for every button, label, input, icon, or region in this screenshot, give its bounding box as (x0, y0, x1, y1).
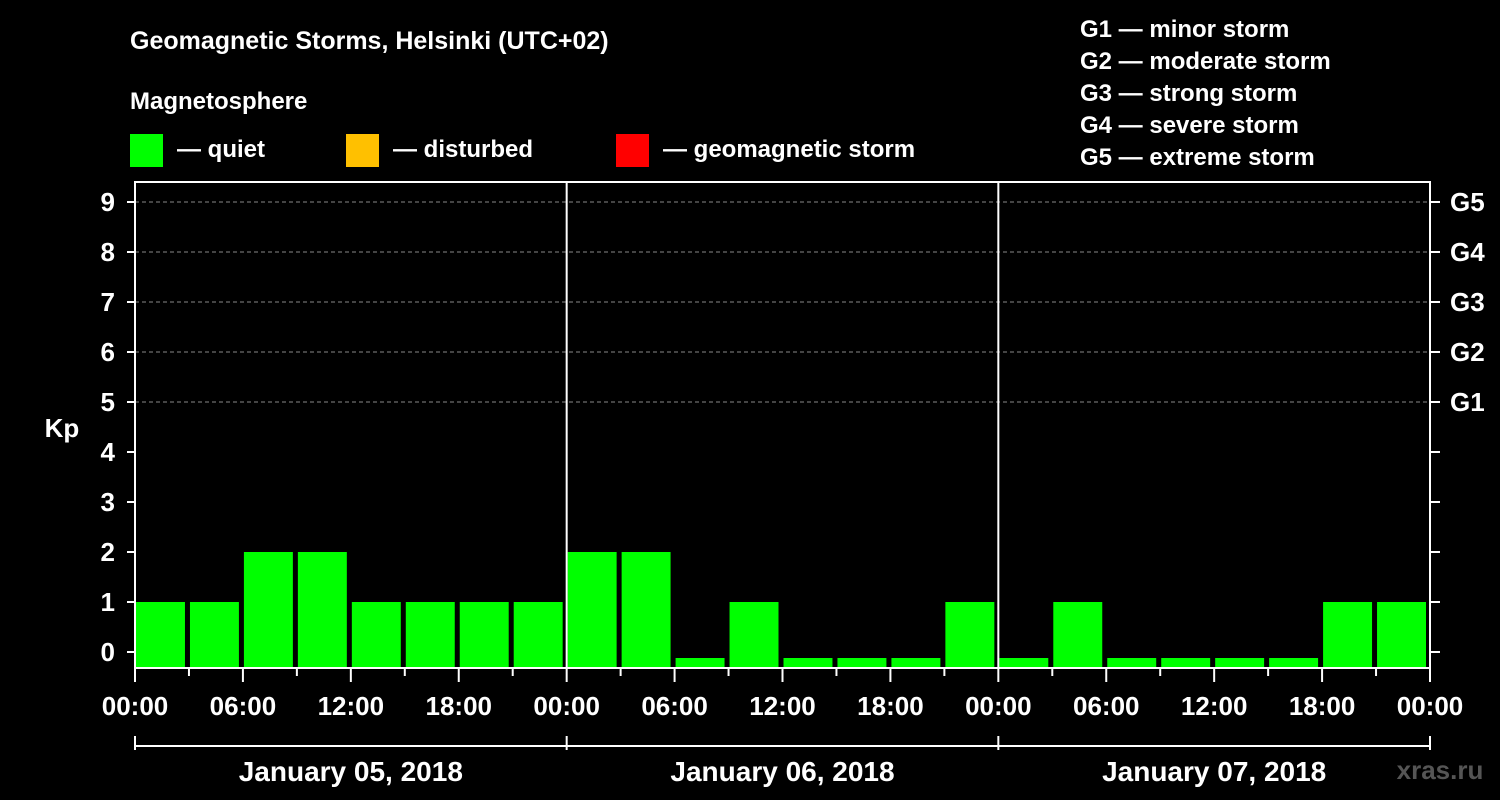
kp-bar (351, 602, 401, 667)
date-label: January 06, 2018 (670, 756, 894, 787)
storm-scale-legend: G1 — minor storm G2 — moderate storm G3 — … (1080, 16, 1331, 171)
chart-subtitle: Magnetosphere (130, 88, 307, 115)
kp-bar (136, 602, 185, 667)
chart-title: Geomagnetic Storms, Helsinki (UTC+02) (130, 27, 609, 55)
y-tick-label: 6 (101, 337, 115, 367)
legend-swatch (346, 134, 379, 167)
y-tick-label: 0 (101, 637, 115, 667)
kp-bar (243, 552, 293, 667)
kp-bar (621, 552, 671, 667)
kp-bar (405, 602, 455, 667)
x-tick-label: 18:00 (426, 691, 493, 721)
kp-bar (675, 658, 725, 667)
y-axis-label: Kp (45, 413, 80, 443)
kp-bar (1323, 602, 1373, 667)
y-tick-label: 4 (101, 437, 116, 467)
status-legend: — quiet — disturbed — geomagnetic storm (130, 134, 915, 167)
kp-bar (1107, 658, 1157, 667)
x-tick-label: 12:00 (749, 691, 816, 721)
kp-bar (297, 552, 347, 667)
storm-level-label: G1 (1450, 387, 1485, 417)
x-tick-label: 00:00 (1397, 691, 1464, 721)
legend-label: — quiet (177, 136, 265, 163)
legend-swatch (616, 134, 649, 167)
x-tick-label: 06:00 (1073, 691, 1140, 721)
x-tick-label: 18:00 (857, 691, 924, 721)
legend-label: — geomagnetic storm (663, 136, 915, 163)
y-tick-label: 8 (101, 237, 115, 267)
kp-bar (567, 552, 617, 667)
kp-bar (1269, 658, 1319, 667)
y-tick-label: 9 (101, 187, 115, 217)
storm-scale-item: G4 — severe storm (1080, 112, 1299, 139)
y-tick-label: 5 (101, 387, 115, 417)
storm-scale-item: G3 — strong storm (1080, 80, 1297, 107)
x-tick-label: 00:00 (965, 691, 1032, 721)
storm-scale-item: G5 — extreme storm (1080, 144, 1315, 171)
kp-bar (729, 602, 779, 667)
x-tick-label: 00:00 (533, 691, 600, 721)
kp-bar (945, 602, 995, 667)
kp-bar (459, 602, 509, 667)
kp-bar (783, 658, 833, 667)
y-tick-label: 2 (101, 537, 115, 567)
kp-bar (1377, 602, 1426, 667)
x-tick-label: 12:00 (318, 691, 385, 721)
x-tick-label: 06:00 (641, 691, 708, 721)
y-tick-label: 7 (101, 287, 115, 317)
kp-bar (999, 658, 1049, 667)
kp-bar (891, 658, 941, 667)
kp-bar (189, 602, 239, 667)
storm-scale-item: G2 — moderate storm (1080, 48, 1331, 75)
storm-scale-item: G1 — minor storm (1080, 16, 1289, 43)
date-label: January 05, 2018 (239, 756, 463, 787)
x-tick-label: 00:00 (102, 691, 169, 721)
kp-bar (837, 658, 887, 667)
date-label: January 07, 2018 (1102, 756, 1326, 787)
storm-level-label: G5 (1450, 187, 1485, 217)
y-tick-label: 3 (101, 487, 115, 517)
legend-swatch (130, 134, 163, 167)
watermark: xras.ru (1397, 755, 1484, 785)
y-tick-label: 1 (101, 587, 115, 617)
storm-level-label: G4 (1450, 237, 1485, 267)
storm-level-label: G3 (1450, 287, 1485, 317)
kp-bar (1161, 658, 1211, 667)
legend-label: — disturbed (393, 136, 533, 163)
kp-bar (1215, 658, 1265, 667)
x-tick-label: 06:00 (210, 691, 277, 721)
kp-bar (1053, 602, 1103, 667)
plot-area: 0 1 2 3 4 5 6 7 8 9 G1 G2 G3 G4 G5 00:00 06:00 12:00 18:00… (101, 181, 1485, 787)
storm-level-label: G2 (1450, 337, 1485, 367)
kp-bar (513, 602, 563, 667)
x-tick-label: 12:00 (1181, 691, 1248, 721)
x-tick-label: 18:00 (1289, 691, 1356, 721)
